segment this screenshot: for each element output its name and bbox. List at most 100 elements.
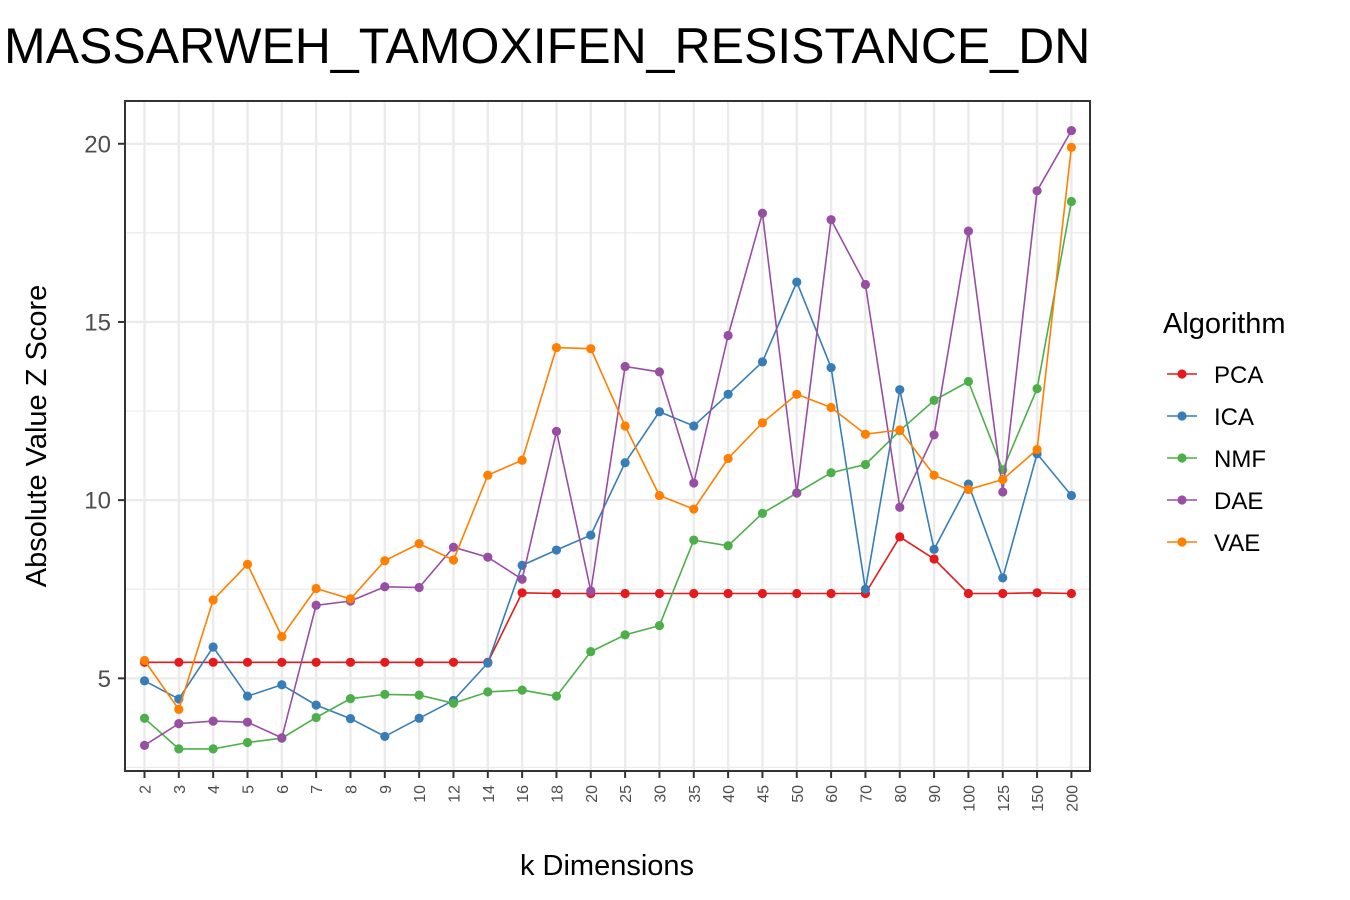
data-point-vae	[311, 583, 321, 594]
data-point-nmf	[1066, 196, 1077, 207]
data-point-ica	[277, 680, 287, 690]
data-point-dae	[826, 215, 836, 225]
data-point-dae	[1032, 186, 1042, 196]
data-point-ica	[757, 357, 768, 367]
data-point-ica	[792, 277, 802, 287]
series-ica	[139, 277, 1077, 742]
data-point-ica	[860, 584, 871, 594]
data-point-nmf	[654, 620, 665, 631]
data-point-ica	[551, 545, 562, 555]
x-tick-label: 14	[481, 785, 498, 803]
series-line-nmf	[143, 201, 1073, 750]
x-tick-label: 30	[652, 785, 669, 803]
y-tick-label: 15	[84, 309, 111, 336]
data-point-pca	[277, 657, 287, 667]
data-point-ica	[654, 407, 665, 417]
data-point-vae	[792, 389, 802, 399]
data-point-vae	[208, 595, 218, 605]
x-tick-label: 8	[343, 785, 360, 794]
data-point-dae	[208, 716, 218, 726]
legend-label-pca: PCA	[1214, 362, 1263, 389]
x-tick-label: 25	[618, 785, 635, 803]
data-point-ica	[380, 731, 390, 742]
data-point-vae	[620, 421, 630, 431]
data-point-pca	[242, 657, 253, 667]
y-axis: 5 10 15 20	[84, 131, 125, 693]
data-point-ica	[1066, 490, 1077, 501]
y-tick-label: 5	[98, 666, 111, 693]
x-tick-label: 18	[549, 785, 566, 803]
data-point-dae	[551, 426, 562, 436]
data-point-dae	[414, 582, 424, 593]
data-point-vae	[242, 559, 253, 569]
data-point-ica	[826, 362, 836, 373]
data-point-nmf	[380, 689, 390, 699]
data-point-nmf	[208, 744, 218, 754]
x-tick-label: 45	[755, 785, 772, 803]
data-point-vae	[860, 429, 871, 439]
data-point-dae	[620, 361, 630, 372]
data-point-pca	[654, 588, 665, 599]
data-point-ica	[620, 458, 630, 468]
legend: Algorithm PCA ICA NMF DAE VAE	[1163, 308, 1286, 557]
data-point-nmf	[311, 712, 321, 723]
data-point-pca	[414, 657, 424, 667]
x-tick-label: 7	[309, 785, 326, 794]
data-point-dae	[723, 330, 733, 341]
x-axis: 2 3 4 5 6 7 8 9 10 12 14 16 18 20 25 30 35 40 45 50 60 70 80 90…	[138, 771, 1081, 812]
x-tick-label: 200	[1064, 785, 1081, 812]
data-point-vae	[345, 594, 356, 604]
data-point-vae	[929, 470, 939, 480]
data-point-vae	[551, 343, 562, 353]
legend-point-dae	[1177, 495, 1187, 505]
grid-lines	[125, 101, 1090, 771]
data-point-vae	[517, 455, 527, 465]
x-tick-label: 20	[584, 785, 601, 803]
series-nmf	[139, 196, 1077, 754]
legend-point-vae	[1177, 537, 1187, 547]
y-tick-label: 20	[84, 131, 111, 158]
data-point-ica	[311, 700, 321, 710]
data-point-nmf	[620, 630, 630, 640]
data-point-nmf	[963, 376, 974, 387]
data-point-nmf	[242, 737, 253, 748]
data-point-dae	[174, 719, 184, 729]
data-point-pca	[380, 657, 390, 667]
data-point-ica	[723, 389, 733, 399]
data-point-vae	[826, 402, 836, 413]
data-point-vae	[998, 474, 1008, 485]
data-point-vae	[586, 344, 596, 354]
data-point-vae	[414, 539, 424, 549]
x-tick-label: 90	[927, 785, 944, 803]
x-tick-label: 40	[721, 785, 738, 803]
data-point-pca	[551, 588, 562, 599]
data-point-pca	[757, 588, 768, 599]
x-tick-label: 9	[378, 785, 395, 794]
data-point-nmf	[174, 744, 184, 754]
data-point-pca	[1066, 588, 1077, 599]
data-point-ica	[586, 530, 596, 540]
data-point-ica	[242, 691, 253, 701]
data-point-dae	[277, 733, 287, 743]
data-point-ica	[998, 573, 1008, 583]
data-point-vae	[654, 490, 665, 501]
data-point-dae	[895, 502, 905, 512]
x-tick-label: 2	[138, 785, 155, 794]
data-point-ica	[929, 544, 939, 554]
y-axis-title: Absolute Value Z Score	[21, 285, 53, 588]
data-point-dae	[517, 574, 527, 584]
data-point-pca	[689, 588, 699, 599]
legend-point-nmf	[1177, 453, 1187, 463]
data-point-nmf	[586, 647, 596, 657]
data-point-nmf	[483, 687, 493, 697]
legend-point-pca	[1177, 369, 1187, 379]
data-point-nmf	[757, 508, 768, 518]
data-point-nmf	[139, 713, 150, 723]
x-axis-title: k Dimensions	[520, 850, 694, 882]
x-tick-label: 5	[240, 785, 257, 794]
legend-title: Algorithm	[1163, 308, 1286, 340]
data-point-nmf	[1032, 384, 1042, 394]
data-point-dae	[586, 586, 596, 596]
x-tick-label: 3	[172, 785, 189, 794]
